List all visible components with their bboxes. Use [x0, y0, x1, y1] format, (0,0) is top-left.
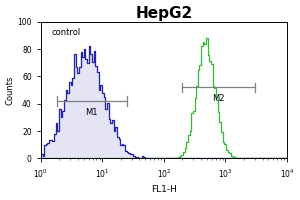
Text: M1: M1: [85, 108, 98, 117]
Text: control: control: [52, 28, 81, 37]
Title: HepG2: HepG2: [135, 6, 193, 21]
Text: M2: M2: [212, 94, 225, 103]
Y-axis label: Counts: Counts: [6, 75, 15, 105]
X-axis label: FL1-H: FL1-H: [151, 185, 177, 194]
